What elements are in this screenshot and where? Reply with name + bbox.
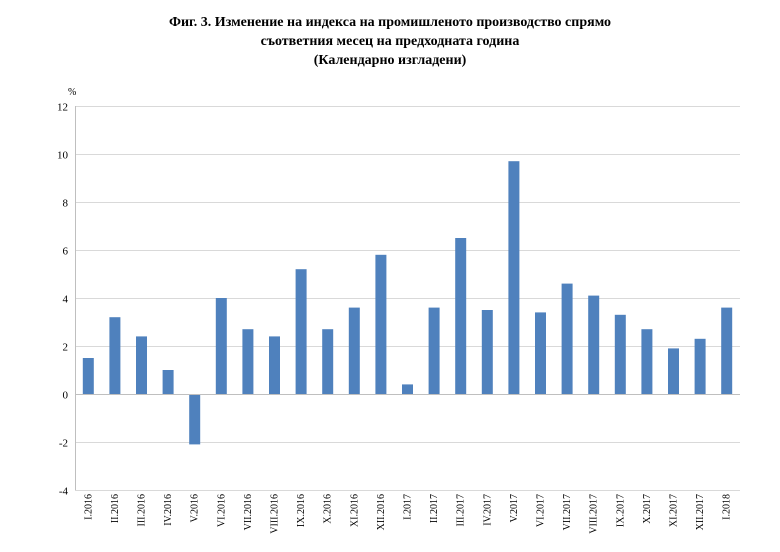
x-tick-label: VI.2016 — [216, 494, 227, 527]
bar — [322, 329, 334, 394]
bar — [136, 336, 147, 394]
bar — [109, 317, 121, 394]
x-tick-label: I.2017 — [403, 494, 414, 520]
bar — [721, 307, 733, 394]
x-tick-label: IV.2017 — [482, 494, 493, 526]
bar — [508, 161, 520, 394]
x-tick-label: VI.2017 — [536, 494, 547, 527]
x-tick-label: XI.2017 — [669, 494, 680, 527]
chart-title-line-3: (Календарно изгладени) — [313, 53, 467, 68]
bar — [561, 283, 573, 394]
y-tick-label: 12 — [57, 102, 68, 114]
x-tick-label: X.2017 — [642, 494, 653, 524]
unit-label: % — [68, 87, 76, 98]
axes — [75, 106, 740, 490]
y-tick-label: 6 — [63, 246, 69, 258]
bar — [295, 269, 307, 394]
y-tick-label: 8 — [63, 198, 69, 210]
bar — [242, 329, 254, 394]
bar — [269, 336, 280, 394]
x-tick-label: XII.2016 — [376, 494, 387, 530]
x-tick-label: VII.2016 — [243, 494, 254, 530]
y-tick-label: 4 — [63, 294, 69, 306]
x-tick-label: III.2017 — [456, 494, 467, 527]
bar — [614, 314, 626, 394]
bar — [535, 312, 546, 394]
x-tick-label: IV.2016 — [163, 494, 174, 526]
tick-labels: -4 -2 0 2 4 6 8 10 12 I.2016 II.2016 III.2016 IV.201… — [57, 102, 733, 534]
y-tick-label: -2 — [59, 438, 68, 450]
bar — [668, 348, 679, 394]
bar — [215, 298, 227, 394]
x-tick-label: VIII.2016 — [270, 494, 281, 534]
bars — [82, 161, 733, 445]
bar — [162, 370, 174, 394]
x-tick-label: IX.2016 — [296, 494, 307, 527]
bar — [455, 238, 467, 394]
x-tick-label: VIII.2017 — [589, 494, 600, 534]
y-tick-label: -4 — [59, 486, 69, 498]
x-tick-label: II.2016 — [110, 494, 121, 523]
x-tick-label: VII.2017 — [562, 494, 573, 530]
x-tick-label: XII.2017 — [695, 494, 706, 530]
x-tick-label: XI.2016 — [349, 494, 360, 527]
x-tick-label: V.2016 — [190, 494, 201, 522]
x-tick-label: II.2017 — [429, 494, 440, 523]
bar — [481, 310, 493, 394]
bar — [641, 329, 653, 394]
bar — [428, 307, 440, 394]
y-tick-label: 0 — [63, 390, 69, 402]
bar — [588, 295, 600, 394]
bar — [189, 394, 201, 445]
x-tick-label: IX.2017 — [615, 494, 626, 527]
x-tick-label: X.2016 — [323, 494, 334, 524]
y-tick-label: 10 — [57, 150, 69, 162]
bar — [82, 358, 94, 394]
bar — [402, 384, 413, 394]
chart-title-line-2: съответния месец на предходната година — [260, 34, 520, 49]
bar — [348, 307, 360, 394]
x-tick-label: I.2016 — [83, 494, 94, 520]
x-tick-label: I.2018 — [722, 494, 733, 520]
bar — [375, 254, 387, 394]
x-tick-label: III.2016 — [137, 494, 148, 527]
chart-title-line-1: Фиг. 3. Изменение на индекса на промишле… — [168, 15, 612, 30]
chart-title: Фиг. 3. Изменение на индекса на промишле… — [0, 13, 780, 70]
gridlines — [75, 106, 740, 491]
y-tick-label: 2 — [63, 342, 69, 354]
bar — [694, 338, 706, 394]
x-tick-label: V.2017 — [509, 494, 520, 522]
